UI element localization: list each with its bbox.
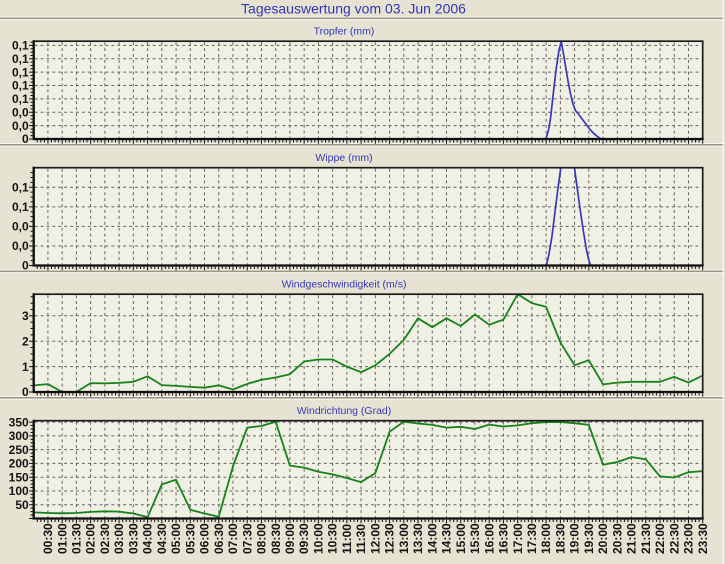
svg-text:Windrichtung (Grad): Windrichtung (Grad): [297, 405, 392, 417]
svg-text:0: 0: [22, 259, 29, 273]
svg-text:13:30: 13:30: [411, 523, 425, 554]
svg-text:20:30: 20:30: [610, 523, 624, 554]
svg-text:0,1: 0,1: [12, 200, 29, 214]
svg-text:0,0: 0,0: [12, 239, 29, 253]
svg-text:07:00: 07:00: [226, 523, 240, 554]
svg-text:22:30: 22:30: [667, 523, 681, 554]
svg-text:11:00: 11:00: [340, 524, 354, 554]
svg-text:Tropfer (mm): Tropfer (mm): [314, 26, 375, 38]
svg-text:150: 150: [9, 470, 29, 484]
svg-text:08:00: 08:00: [255, 523, 269, 554]
svg-text:19:30: 19:30: [582, 523, 596, 554]
svg-text:05:00: 05:00: [169, 523, 183, 554]
svg-text:10:30: 10:30: [326, 523, 340, 554]
svg-text:350: 350: [9, 415, 29, 429]
svg-text:04:30: 04:30: [155, 523, 169, 554]
svg-text:07:30: 07:30: [240, 523, 254, 554]
svg-text:19:00: 19:00: [568, 523, 582, 554]
svg-text:05:30: 05:30: [183, 523, 197, 554]
svg-text:16:00: 16:00: [482, 523, 496, 554]
svg-text:0,1: 0,1: [12, 39, 29, 53]
svg-text:09:30: 09:30: [297, 523, 311, 554]
svg-text:0,1: 0,1: [12, 79, 29, 93]
svg-text:0: 0: [22, 132, 29, 146]
svg-text:00:30: 00:30: [41, 523, 55, 554]
svg-text:23:00: 23:00: [682, 523, 696, 554]
svg-text:200: 200: [9, 457, 29, 471]
svg-text:18:30: 18:30: [554, 523, 568, 554]
svg-text:2: 2: [22, 334, 29, 348]
svg-text:08:30: 08:30: [269, 523, 283, 554]
svg-text:100: 100: [9, 484, 29, 498]
svg-text:02:00: 02:00: [84, 523, 98, 554]
svg-text:04:00: 04:00: [141, 523, 155, 554]
svg-text:13:00: 13:00: [397, 523, 411, 554]
svg-text:06:00: 06:00: [198, 523, 212, 554]
svg-text:14:30: 14:30: [440, 523, 454, 554]
svg-text:14:00: 14:00: [425, 523, 439, 554]
svg-text:0,1: 0,1: [12, 181, 29, 195]
svg-text:16:30: 16:30: [497, 523, 511, 554]
svg-text:15:00: 15:00: [454, 523, 468, 554]
svg-text:03:00: 03:00: [112, 523, 126, 554]
svg-text:0,1: 0,1: [12, 65, 29, 79]
svg-text:0,0: 0,0: [12, 106, 29, 120]
svg-text:3: 3: [22, 309, 29, 323]
svg-text:17:00: 17:00: [511, 523, 525, 554]
svg-text:23:30: 23:30: [696, 523, 710, 554]
svg-text:15:30: 15:30: [468, 523, 482, 554]
svg-text:0,1: 0,1: [12, 52, 29, 66]
svg-text:12:00: 12:00: [368, 523, 382, 554]
svg-text:Windgeschwindigkeit (m/s): Windgeschwindigkeit (m/s): [282, 279, 407, 291]
svg-text:06:30: 06:30: [212, 523, 226, 554]
svg-text:1: 1: [22, 360, 29, 374]
svg-text:0,0: 0,0: [12, 119, 29, 133]
svg-text:22:00: 22:00: [653, 523, 667, 554]
svg-text:Tagesauswertung vom 03. Jun 20: Tagesauswertung vom 03. Jun 2006: [241, 1, 466, 17]
svg-text:17:30: 17:30: [525, 523, 539, 554]
svg-text:02:30: 02:30: [98, 523, 112, 554]
svg-text:11:30: 11:30: [354, 524, 368, 554]
svg-text:50: 50: [15, 498, 29, 512]
svg-text:250: 250: [9, 443, 29, 457]
svg-text:20:00: 20:00: [596, 523, 610, 554]
svg-text:21:00: 21:00: [625, 523, 639, 554]
svg-text:10:00: 10:00: [312, 523, 326, 554]
svg-text:0,0: 0,0: [12, 220, 29, 234]
svg-text:Wippe (mm): Wippe (mm): [315, 152, 372, 164]
svg-text:21:30: 21:30: [639, 523, 653, 554]
svg-text:01:00: 01:00: [55, 523, 69, 554]
svg-text:300: 300: [9, 429, 29, 443]
svg-text:18:00: 18:00: [539, 523, 553, 554]
svg-text:12:30: 12:30: [383, 523, 397, 554]
svg-text:0: 0: [22, 385, 29, 399]
svg-text:03:30: 03:30: [126, 523, 140, 554]
svg-text:0,1: 0,1: [12, 92, 29, 106]
svg-text:09:00: 09:00: [283, 523, 297, 554]
svg-text:01:30: 01:30: [70, 523, 84, 554]
